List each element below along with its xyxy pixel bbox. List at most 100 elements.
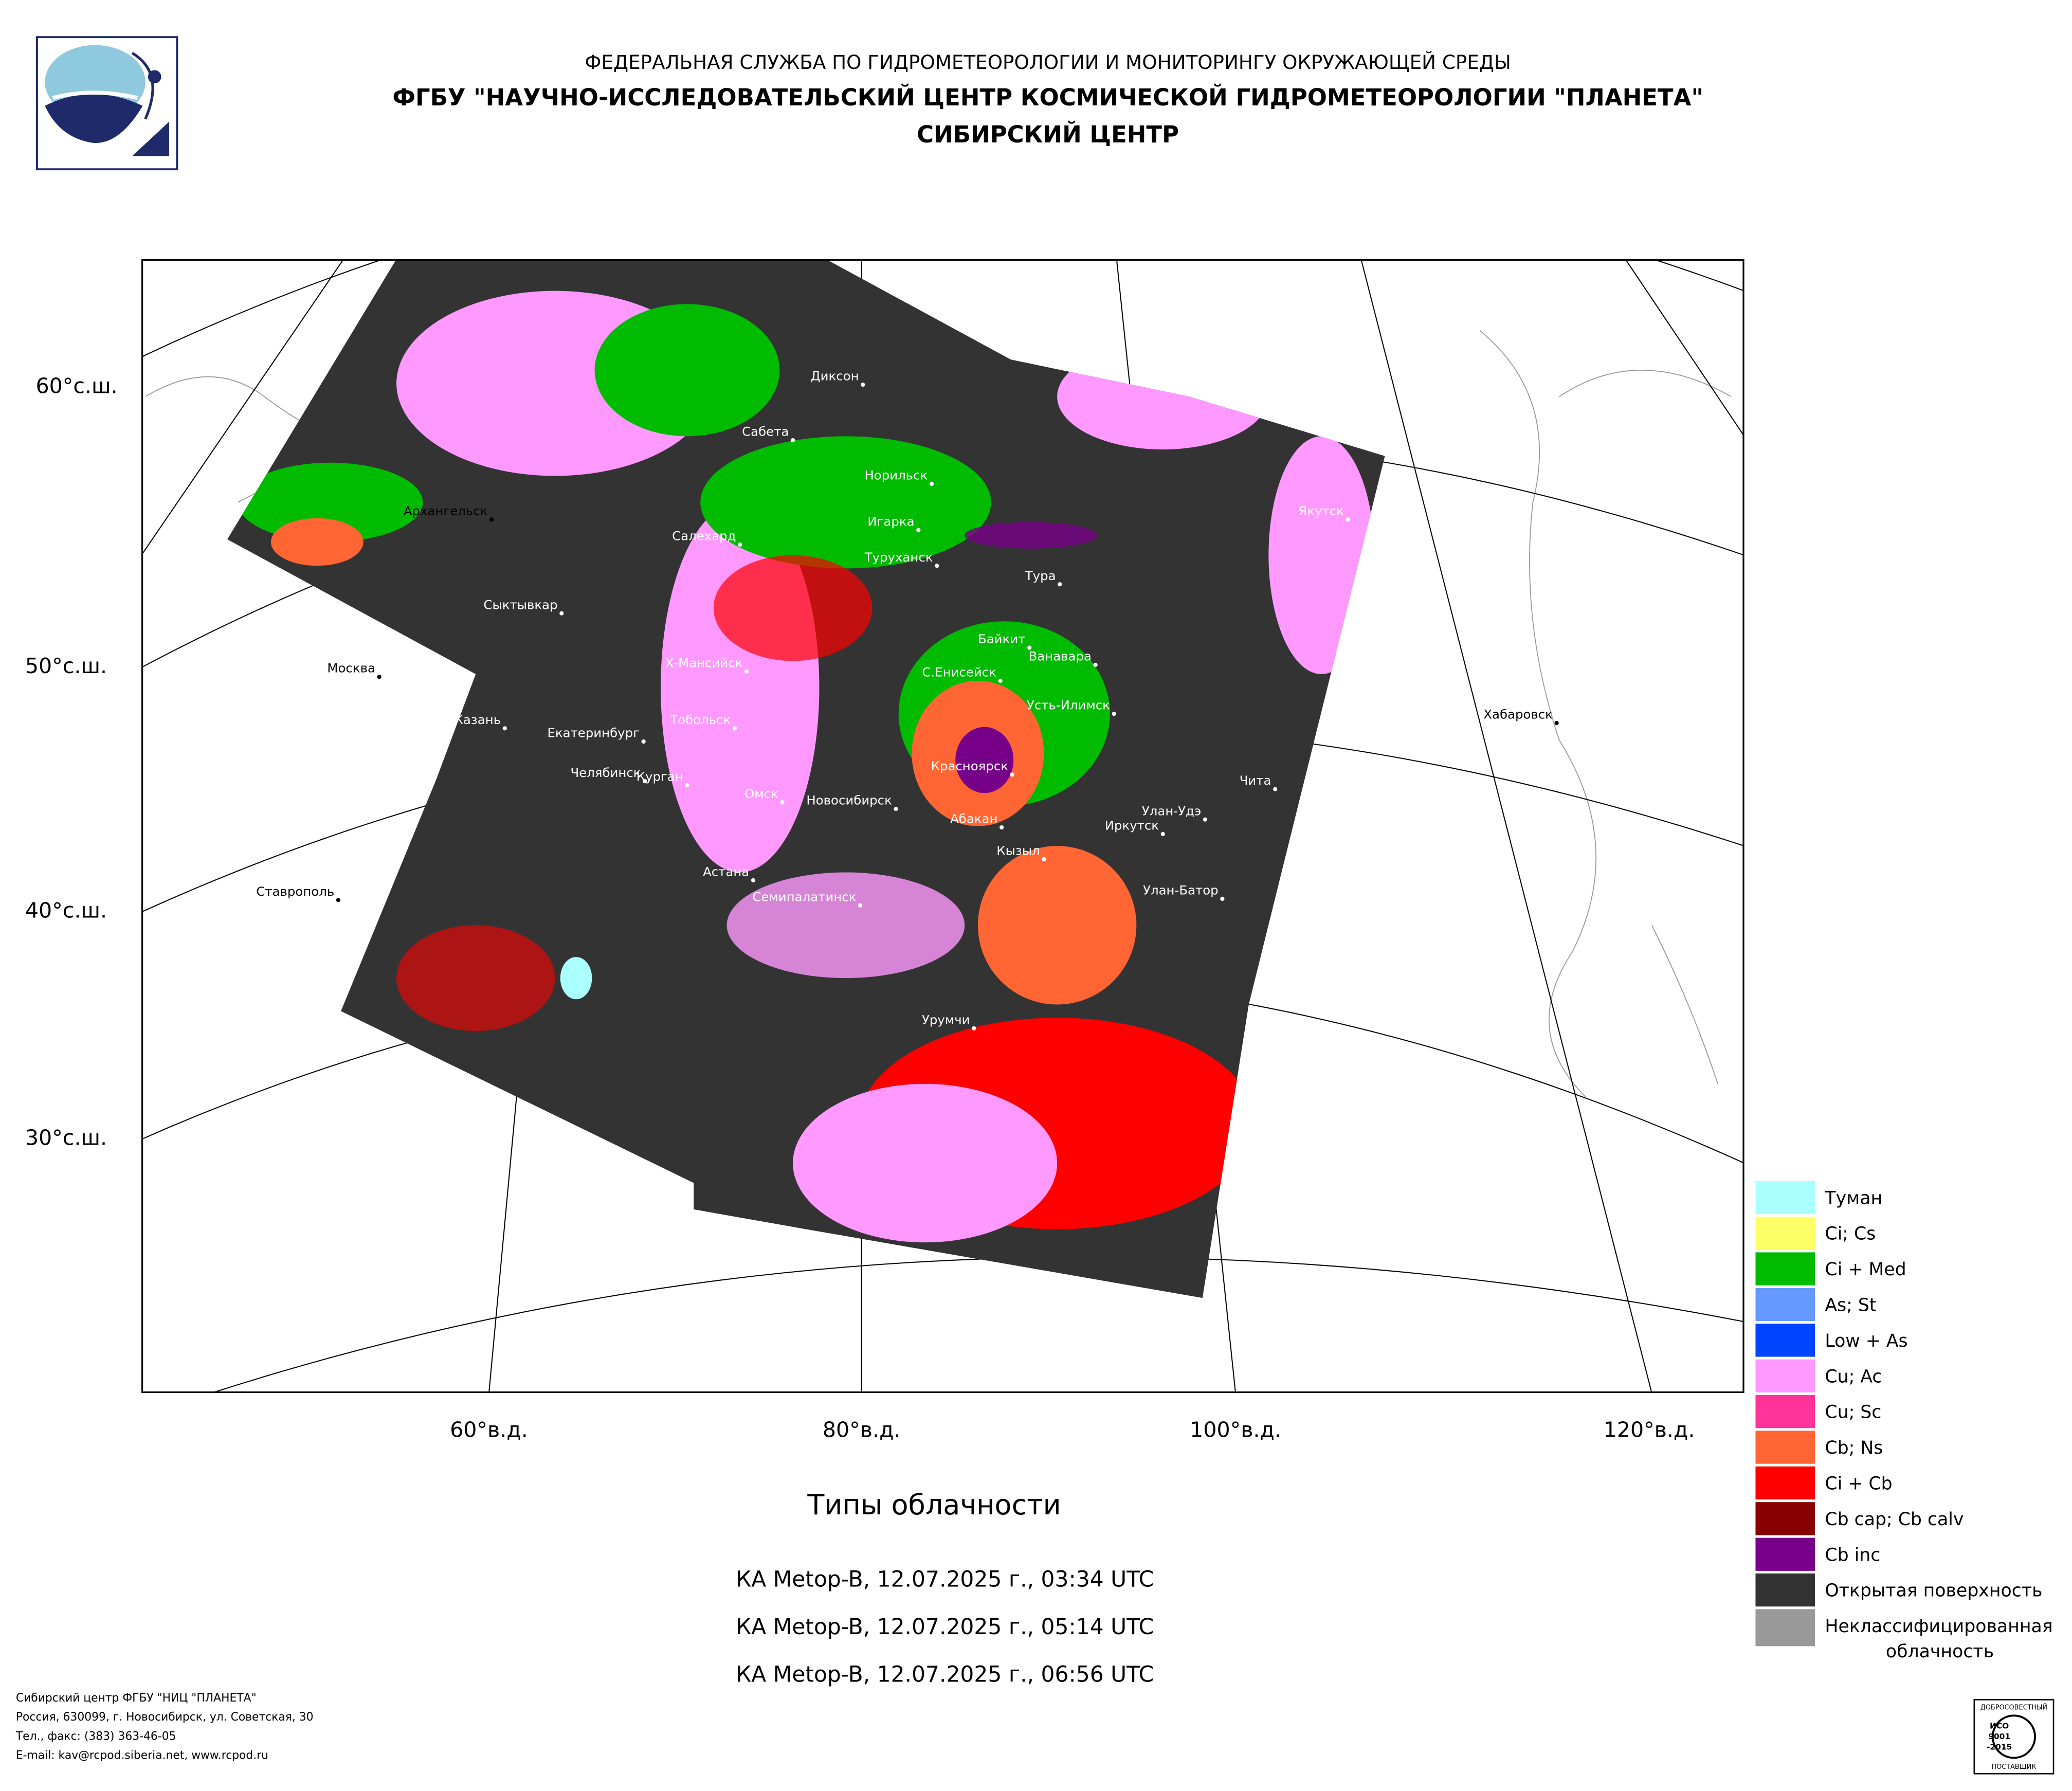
city-label: Х-Мансийск xyxy=(665,655,743,670)
legend-label: Туман xyxy=(1824,1188,1882,1208)
legend-label: Ci; Cs xyxy=(1825,1224,1876,1244)
legend-label: Low + As xyxy=(1825,1331,1907,1351)
city-dot xyxy=(732,726,737,731)
pass-line: КА Metop-B, 12.07.2025 г., 05:14 UTC xyxy=(736,1614,1154,1639)
city-dot xyxy=(935,564,939,568)
city-dot xyxy=(744,669,749,674)
city-label: Салехард xyxy=(672,529,736,544)
city-dot xyxy=(790,438,795,443)
legend-swatch xyxy=(1754,1607,1816,1648)
latitude-label: 40°с.ш. xyxy=(25,898,107,923)
city-label: Сабета xyxy=(742,424,789,439)
city-label: Сыктывкар xyxy=(483,597,557,612)
city-label: Норильск xyxy=(864,467,928,482)
city-dot xyxy=(489,517,494,522)
city-label: Хабаровск xyxy=(1483,707,1553,722)
agency: ФЕДЕРАЛЬНАЯ СЛУЖБА ПО ГИДРОМЕТЕОРОЛОГИИ … xyxy=(585,51,1511,74)
city-dot xyxy=(1554,720,1559,726)
city-dot xyxy=(972,1026,976,1030)
legend-label: Ci + Med xyxy=(1825,1259,1906,1280)
city-label: Красноярск xyxy=(931,758,1008,773)
pass-line: КА Metop-B, 12.07.2025 г., 03:34 UTC xyxy=(736,1567,1154,1592)
legend-label: As; St xyxy=(1825,1295,1876,1316)
graticule-labels: 60°с.ш. 50°с.ш. 40°с.ш. 30°с.ш. 60°в.д. 80°в.… xyxy=(25,373,1695,1442)
footer-line: Тел., факс: (383) 363-46-05 xyxy=(15,1730,176,1743)
city-dot xyxy=(336,898,341,902)
city-label: Омск xyxy=(744,786,778,801)
city-label: С.Енисейск xyxy=(922,664,996,679)
longitude-label: 100°в.д. xyxy=(1190,1418,1281,1442)
city-label: Диксон xyxy=(811,369,859,384)
footer: Сибирский центр ФГБУ "НИЦ "ПЛАНЕТА" Росси… xyxy=(15,1692,314,1762)
city-dot xyxy=(894,807,898,811)
city-labels: Диксон Сабета Норильск Архангельск Игарка Сал… xyxy=(256,369,1559,1030)
city-label: Семипалатинск xyxy=(752,889,856,904)
legend-swatch xyxy=(1754,1287,1816,1323)
city-dot xyxy=(1093,662,1098,667)
city-dot xyxy=(1346,517,1350,522)
legend-label: Cb cap; Cb calv xyxy=(1825,1509,1964,1530)
longitude-label: 60°в.д. xyxy=(450,1418,528,1442)
city-label: Архангельск xyxy=(404,503,488,518)
legend-label: Cu; Sc xyxy=(1825,1402,1881,1423)
city-dot xyxy=(641,739,646,744)
badge-number: 9001 xyxy=(1988,1732,2010,1741)
city-dot xyxy=(559,611,564,616)
city-dot xyxy=(1112,711,1116,716)
institute: ФГБУ "НАУЧНО-ИССЛЕДОВАТЕЛЬСКИЙ ЦЕНТР КОС… xyxy=(392,84,1703,111)
map-title: Типы облачности xyxy=(807,1489,1061,1521)
longitude-label: 80°в.д. xyxy=(823,1418,901,1442)
legend-swatch xyxy=(1754,1500,1816,1537)
city-dot xyxy=(929,481,934,486)
pass-line: КА Metop-B, 12.07.2025 г., 06:56 UTC xyxy=(736,1662,1154,1687)
city-label: Астана xyxy=(703,864,749,879)
legend-label: Открытая поверхность xyxy=(1825,1581,2042,1601)
footer-line: Россия, 630099, г. Новосибирск, ул. Сове… xyxy=(16,1711,314,1724)
legend-label: Cb inc xyxy=(1825,1545,1880,1565)
legend-swatch xyxy=(1754,1180,1816,1216)
logo xyxy=(36,36,178,171)
longitude-label: 120°в.д. xyxy=(1604,1418,1695,1442)
city-label: Ванавара xyxy=(1029,649,1092,664)
city-dot xyxy=(1203,817,1208,822)
latitude-label: 30°с.ш. xyxy=(25,1126,107,1150)
footer-line: E-mail: kav@rcpod.siberia.net, www.rcpod… xyxy=(16,1749,268,1762)
legend-label: облачность xyxy=(1886,1641,1994,1662)
city-label: Тобольск xyxy=(669,712,731,727)
city-dot xyxy=(1160,831,1165,837)
city-dot xyxy=(780,800,785,805)
city-label: Улан-Батор xyxy=(1143,883,1219,898)
city-dot xyxy=(858,903,863,908)
city-label: Новосибирск xyxy=(806,793,892,808)
city-dot xyxy=(751,878,756,883)
legend-swatch xyxy=(1754,1322,1816,1359)
legend-swatch xyxy=(1754,1251,1816,1287)
city-label: Урумчи xyxy=(922,1012,970,1027)
passes: КА Metop-B, 12.07.2025 г., 03:34 UTC КА M… xyxy=(736,1567,1154,1687)
city-label: Чита xyxy=(1240,773,1271,788)
legend-swatch xyxy=(1754,1429,1816,1466)
legend-swatch xyxy=(1754,1572,1816,1608)
city-dot xyxy=(916,528,921,532)
city-label: Туруханск xyxy=(864,550,933,565)
city-label: Челябинск xyxy=(570,765,641,780)
badge-bottom: ПОСТАВЩИК xyxy=(1991,1763,2036,1771)
legend-label: Cu; Ac xyxy=(1825,1366,1882,1387)
city-dot xyxy=(1027,645,1032,650)
city-dot xyxy=(643,779,647,784)
city-label: Кызыл xyxy=(996,843,1040,858)
city-label: Улан-Удэ xyxy=(1142,803,1201,818)
badge-year: -2015 xyxy=(1987,1742,2012,1751)
city-dot xyxy=(1010,772,1014,777)
city-dot xyxy=(377,675,381,679)
city-dot xyxy=(998,678,1003,683)
city-label: Екатеринбург xyxy=(547,726,639,740)
legend: Туман Ci; Cs Ci + Med As; St Low + As Cu; Ac C… xyxy=(1754,1180,2053,1662)
footer-line: Сибирский центр ФГБУ "НИЦ "ПЛАНЕТА" xyxy=(16,1692,257,1705)
legend-label: Неклассифицированная xyxy=(1825,1616,2052,1637)
city-dot xyxy=(1273,787,1278,791)
city-label: Усть-Илимск xyxy=(1027,698,1110,713)
